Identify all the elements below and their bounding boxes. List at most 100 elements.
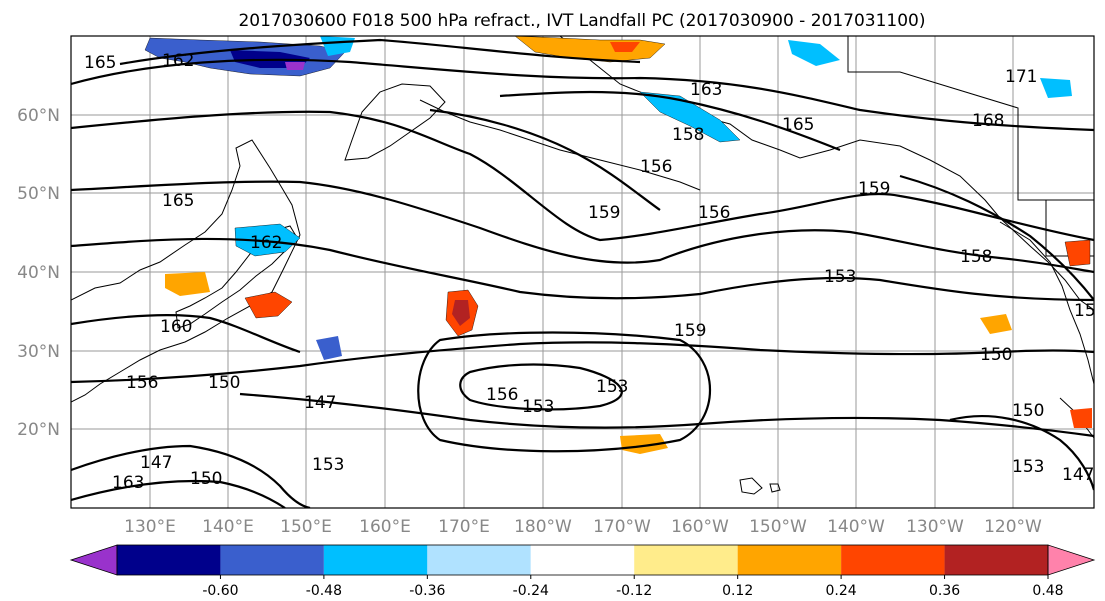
- orange-patch-east2: [1070, 408, 1092, 428]
- contour-label: 150: [190, 469, 222, 489]
- contour-153: [71, 237, 1094, 302]
- colorbar-segment: [117, 545, 221, 575]
- darkred-patch-mid: [452, 300, 470, 326]
- contour-label: 168: [972, 111, 1004, 131]
- contour-147-sw: [71, 444, 311, 508]
- contour-label: 160: [160, 317, 192, 337]
- colorbar-frame: [116, 544, 1049, 576]
- plot-title: 2017030600 F018 500 hPa refract., IVT La…: [238, 11, 925, 31]
- contour-153-south: [417, 331, 711, 453]
- contour-156: [71, 180, 1094, 274]
- contour-label: 153: [312, 455, 344, 475]
- red-patch-north: [610, 42, 640, 52]
- colorbar-segment: [427, 545, 531, 575]
- colorbar-segment: [634, 545, 738, 575]
- hawaii: [739, 477, 781, 495]
- asia-coast: [71, 139, 301, 403]
- longitude-label: 150°W: [749, 517, 807, 537]
- colorbar-tick-label: -0.60: [202, 583, 238, 599]
- contour-alaska-b: [429, 108, 661, 211]
- contour-165: [71, 58, 1094, 132]
- orange-patch-south: [620, 434, 668, 454]
- height-contours: [71, 38, 1094, 508]
- colorbar-tick-label: -0.36: [409, 583, 445, 599]
- contour-label: 156: [486, 385, 518, 405]
- contour-label: 147: [304, 393, 336, 413]
- latitude-label: 20°N: [17, 420, 60, 440]
- colorbar-extend-low: [69, 544, 118, 576]
- blue-patch-alaska: [639, 91, 741, 143]
- contour-label: 153: [596, 377, 628, 397]
- longitude-label: 130°W: [906, 517, 964, 537]
- blue-patch-south: [316, 336, 342, 360]
- canada-border: [847, 36, 1094, 201]
- contour-156-west: [71, 314, 301, 354]
- contour-159-south: [459, 363, 623, 411]
- longitude-labels: 130°E 140°E 150°E 160°E 170°E 180°W 170°W 160°W…: [124, 517, 1042, 537]
- colorbar-tick-label: -0.48: [306, 583, 342, 599]
- longitude-label: 140°W: [827, 517, 885, 537]
- contour-162: [119, 38, 641, 66]
- latitude-label: 50°N: [17, 184, 60, 204]
- contour-label: 150: [1012, 401, 1044, 421]
- colorbar-segment: [944, 545, 1048, 575]
- blue-patch-east: [1040, 78, 1072, 98]
- longitude-label: 120°W: [984, 517, 1042, 537]
- blue-patch-sea: [234, 223, 301, 257]
- colorbar-tick-label: -0.12: [616, 583, 652, 599]
- longitude-label: 170°W: [593, 517, 651, 537]
- orange-patch-japan: [165, 272, 210, 296]
- contour-label: 163: [112, 473, 144, 493]
- contour-label: 158: [672, 125, 704, 145]
- contour-label: 163: [690, 80, 722, 100]
- purple-patch: [285, 62, 305, 70]
- longitude-label: 160°W: [671, 517, 729, 537]
- contour-labels: 165 162 163 158 156 165 171 168 165 159 …: [84, 51, 1094, 493]
- contour-159: [71, 110, 1094, 242]
- contour-label: 171: [1005, 67, 1037, 87]
- na-west-coast: [999, 221, 1094, 385]
- blue-patch-bc: [788, 40, 840, 66]
- contour-label: 158: [960, 247, 992, 267]
- colorbar-extend-high: [1047, 544, 1096, 576]
- latitude-label: 60°N: [17, 106, 60, 126]
- contour-label: 153: [522, 397, 554, 417]
- latitude-labels: 20°N 30°N 40°N 50°N 60°N: [17, 106, 60, 440]
- contour-label: 147: [1062, 465, 1094, 485]
- contour-label: 165: [782, 115, 814, 135]
- contour-label: 162: [162, 51, 194, 71]
- contour-label: 159: [588, 203, 620, 223]
- contour-label: 156: [698, 203, 730, 223]
- red-patch-japan: [244, 291, 293, 319]
- contour-label: 150: [208, 373, 240, 393]
- colorbar-segment: [323, 545, 428, 575]
- longitude-label: 160°E: [359, 517, 411, 537]
- orange-patch-east: [980, 314, 1012, 334]
- colorbar-tick-label: 0.48: [1032, 583, 1063, 599]
- colorbar: -0.60 -0.48 -0.36 -0.24 -0.12 0.12 0.24 0.36 0.4…: [69, 544, 1096, 599]
- longitude-label: 170°E: [438, 517, 490, 537]
- map-panel: 165 162 163 158 156 165 171 168 165 159 …: [70, 35, 1095, 509]
- colorbar-tick-label: 0.36: [929, 583, 960, 599]
- contour-label: 159: [858, 179, 890, 199]
- latitude-label: 30°N: [17, 342, 60, 362]
- contour-label: 153: [824, 267, 856, 287]
- colorbar-segment: [530, 545, 635, 575]
- contour-label: 159: [674, 321, 706, 341]
- contour-label: 165: [162, 191, 194, 211]
- contour-label: 153: [1012, 457, 1044, 477]
- contour-label: 147: [140, 453, 172, 473]
- contour-label: 156: [126, 373, 158, 393]
- colorbar-segment: [220, 545, 324, 575]
- colorbar-tick-label: -0.24: [513, 583, 549, 599]
- contour-147: [239, 392, 1094, 438]
- contour-label: 165: [84, 53, 116, 73]
- latitude-label: 40°N: [17, 263, 60, 283]
- red-patch-coast: [1064, 239, 1091, 267]
- contour-alaska-a: [499, 90, 841, 152]
- graticule: [71, 36, 1094, 508]
- contour-label: 156: [640, 157, 672, 177]
- longitude-label: 140°E: [202, 517, 254, 537]
- contour-east-b: [949, 414, 1094, 491]
